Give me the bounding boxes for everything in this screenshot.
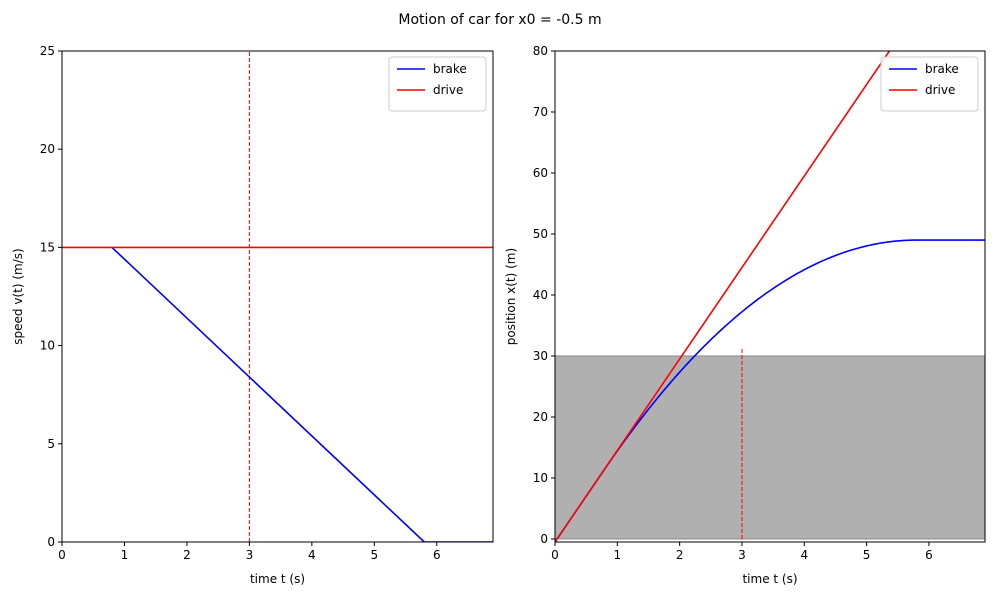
y-tick-label: 40 [533, 288, 548, 302]
y-tick-label: 10 [40, 339, 55, 353]
x-tick-label: 6 [925, 548, 933, 562]
shaded-region [555, 355, 985, 540]
x-tick-label: 1 [121, 548, 129, 562]
legend: brake drive [388, 56, 487, 112]
x-tick-label: 3 [738, 548, 746, 562]
y-axis-label: position x(t) (m) [504, 248, 518, 345]
series-line-brake [111, 246, 493, 542]
y-axis-label: speed v(t) (m/s) [11, 248, 25, 344]
y-tick-label: 0 [540, 532, 548, 546]
y-tick-label: 30 [533, 349, 548, 363]
y-tick-label: 25 [40, 44, 55, 58]
y-tick-label: 20 [533, 410, 548, 424]
x-tick-label: 1 [613, 548, 621, 562]
legend-box [880, 56, 979, 112]
x-tick-label: 5 [863, 548, 871, 562]
axes-frame [554, 50, 986, 543]
x-tick-label: 2 [676, 548, 684, 562]
legend-box [388, 56, 487, 112]
x-tick-label: 5 [370, 548, 378, 562]
y-tick-label: 15 [40, 240, 55, 254]
y-tick-label: 5 [47, 437, 55, 451]
series-line-drive [555, 51, 891, 542]
axes-frame [61, 50, 494, 543]
y-tick-label: 80 [533, 44, 548, 58]
figure-title: Motion of car for x0 = -0.5 m [398, 12, 601, 28]
x-tick-label: 4 [308, 548, 316, 562]
x-tick-label: 0 [551, 548, 559, 562]
legend-label-drive: drive [433, 83, 463, 97]
plot-area [555, 51, 985, 542]
y-tick-label: 10 [533, 471, 548, 485]
y-tick-label: 20 [40, 142, 55, 156]
y-tick-label: 60 [533, 166, 548, 180]
x-tick-label: 6 [433, 548, 441, 562]
x-axis-label: time t (s) [742, 572, 797, 586]
x-tick-label: 4 [800, 548, 808, 562]
plot-area [62, 51, 493, 542]
y-tick-label: 0 [47, 535, 55, 549]
x-tick-label: 3 [246, 548, 254, 562]
speed-chart: 0 1 2 3 4 5 6 0 5 10 15 20 25 time t (s) speed v(t) (m… [11, 44, 494, 586]
legend: brake drive [880, 56, 979, 112]
x-tick-label: 0 [58, 548, 66, 562]
y-tick-label: 50 [533, 227, 548, 241]
y-tick-label: 70 [533, 105, 548, 119]
legend-label-brake: brake [433, 62, 467, 76]
x-axis-label: time t (s) [250, 572, 305, 586]
legend-label-drive: drive [925, 83, 955, 97]
x-tick-label: 2 [183, 548, 191, 562]
legend-label-brake: brake [925, 62, 959, 76]
